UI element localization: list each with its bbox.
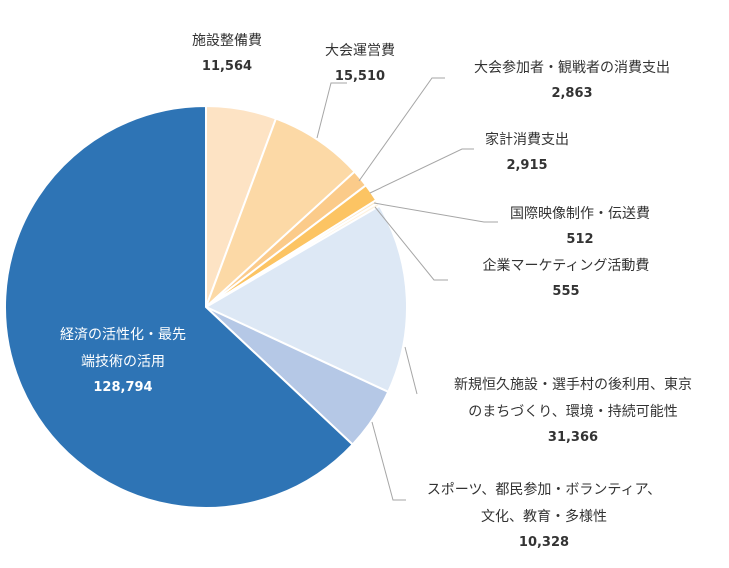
slice-label-5-line-0: 企業マーケティング活動費 xyxy=(483,257,650,274)
leader-line-5 xyxy=(374,206,448,281)
slice-value-1: 15,510 xyxy=(335,69,385,84)
slice-value-7: 10,328 xyxy=(519,535,569,550)
slice-labels: 施設整備費 11,564 大会運営費 15,510 大会参加者・観戦者の消費支出 2,86… xyxy=(60,33,692,550)
pie-slice-1 xyxy=(205,117,357,308)
pie-slice-8 xyxy=(3,104,355,509)
slice-value-0: 11,564 xyxy=(202,59,252,74)
leader-line-6 xyxy=(404,346,418,395)
slice-label-1-line-0: 大会運営費 xyxy=(325,43,395,59)
pie-slice-6 xyxy=(203,204,408,394)
leader-line-7 xyxy=(371,421,406,501)
slice-label-2-line-0: 大会参加者・観戦者の消費支出 xyxy=(474,59,670,76)
slice-label-0-line-0: 施設整備費 xyxy=(192,33,262,49)
leader-line-2 xyxy=(358,77,445,182)
slice-label-7-line-0: スポーツ、都民参加・ボランティア、 xyxy=(427,481,661,498)
slice-label-6-line-1: のまちづくり、環境・持続可能性 xyxy=(468,403,677,420)
pie-slices xyxy=(3,104,408,509)
slice-label-8-line-0: 経済の活性化・最先 xyxy=(60,327,186,343)
leader-lines xyxy=(316,77,498,501)
slice-value-4: 512 xyxy=(566,232,593,247)
slice-value-6: 31,366 xyxy=(548,430,598,445)
slice-label-8-line-1: 端技術の活用 xyxy=(81,354,165,370)
slice-label-3-line-0: 家計消費支出 xyxy=(485,131,569,148)
leader-line-3 xyxy=(369,148,474,194)
leader-line-4 xyxy=(373,202,498,223)
slice-label-4-line-0: 国際映像制作・伝送費 xyxy=(510,206,650,222)
slice-value-8: 128,794 xyxy=(93,380,152,395)
slice-label-7-line-1: 文化、教育・多様性 xyxy=(481,508,607,525)
slice-label-6-line-0: 新規恒久施設・選手村の後利用、東京 xyxy=(454,377,692,393)
slice-value-2: 2,863 xyxy=(551,86,592,101)
slice-value-3: 2,915 xyxy=(506,158,547,173)
leader-line-1 xyxy=(316,82,347,139)
slice-value-5: 555 xyxy=(552,284,579,299)
